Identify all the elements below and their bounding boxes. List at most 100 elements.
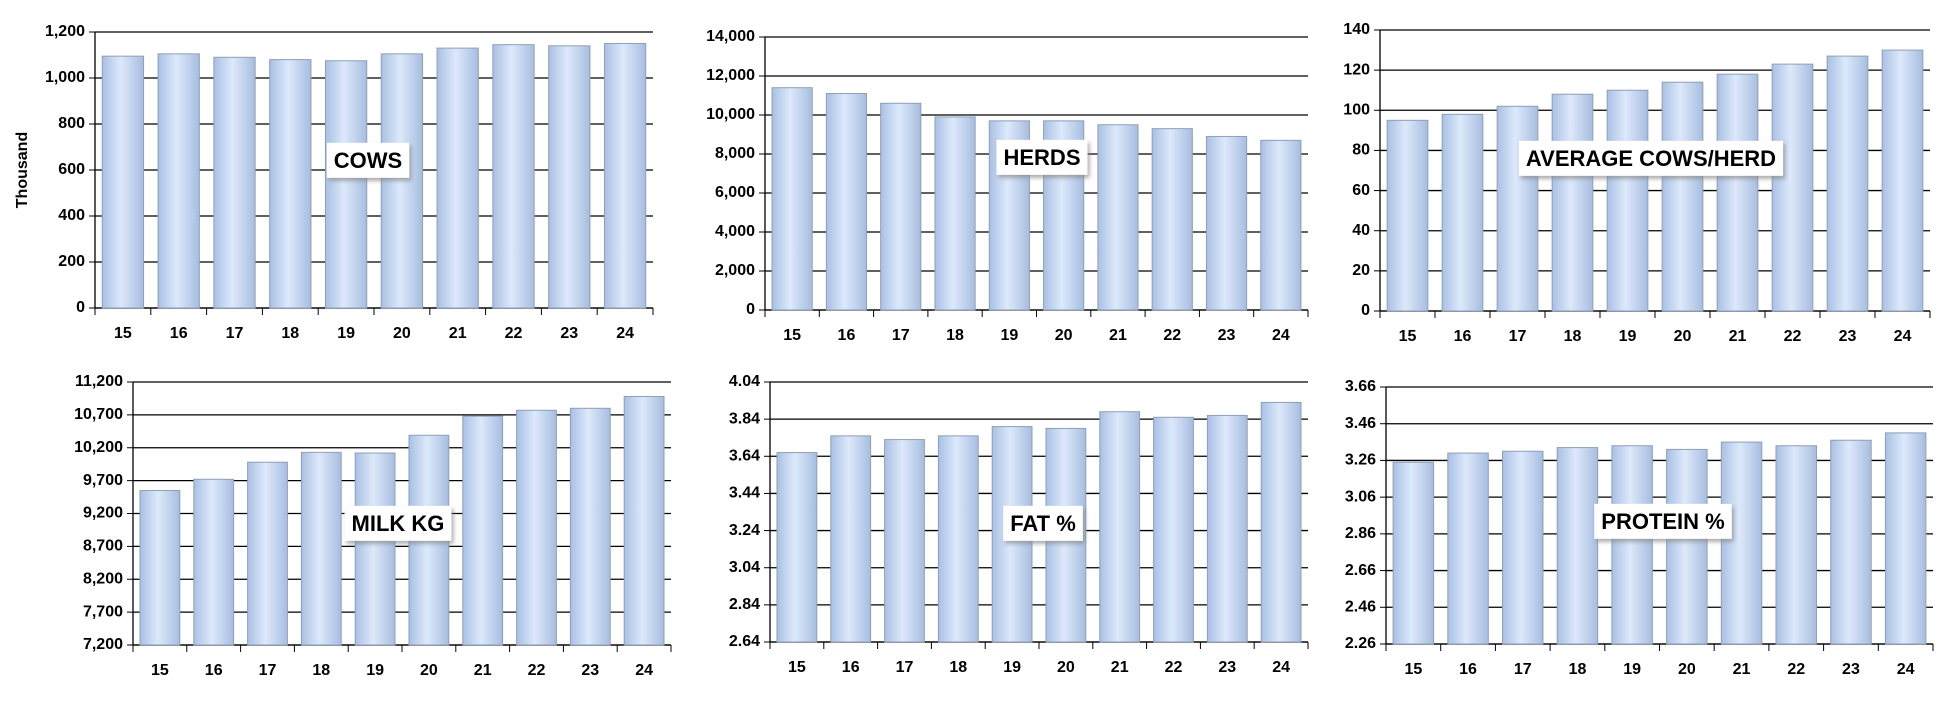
bar (436, 47, 479, 309)
y-tick-label: 0 (1361, 302, 1370, 319)
bar (1205, 135, 1248, 311)
y-tick-label: 3.84 (729, 410, 760, 427)
bar (1881, 49, 1924, 312)
x-tick-label: 16 (838, 327, 856, 344)
x-tick-label: 15 (1404, 661, 1422, 678)
x-tick-label: 17 (1514, 661, 1532, 678)
bar (1551, 93, 1594, 312)
x-tick-label: 20 (1674, 328, 1692, 345)
bar (462, 415, 504, 646)
x-tick-label: 19 (366, 662, 384, 679)
bar (213, 56, 256, 309)
x-tick-label: 15 (783, 327, 801, 344)
bar (300, 451, 342, 646)
bar (1606, 89, 1649, 312)
y-tick-label: 4.04 (729, 373, 760, 390)
y-tick-label: 10,700 (74, 406, 123, 423)
y-tick-label: 40 (1352, 222, 1370, 239)
y-tick-label: 3.44 (729, 485, 760, 502)
x-tick-label: 17 (259, 662, 277, 679)
y-tick-label: 7,200 (83, 636, 123, 653)
x-tick-label: 24 (1894, 328, 1912, 345)
bar (1611, 445, 1653, 645)
y-tick-label: 3.66 (1345, 378, 1376, 395)
bar (1206, 414, 1248, 643)
bar (1771, 63, 1814, 312)
x-tick-label: 23 (1218, 327, 1236, 344)
y-tick-label: 1,200 (45, 23, 85, 40)
bar (1392, 461, 1435, 645)
bar (269, 59, 312, 309)
y-tick-label: 8,000 (715, 145, 755, 162)
x-tick-label: 16 (205, 662, 223, 679)
title-box: PROTEIN % (1594, 503, 1732, 539)
x-tick-label: 22 (505, 325, 523, 342)
y-tick-label: 8,200 (83, 570, 123, 587)
y-tick-label: 100 (1343, 102, 1370, 119)
bar (776, 452, 818, 643)
y-tick-label: 12,000 (706, 67, 755, 84)
x-tick-label: 15 (1399, 328, 1417, 345)
x-tick-label: 22 (528, 662, 546, 679)
x-tick-label: 23 (1839, 328, 1857, 345)
y-tick-label: 2,000 (715, 262, 755, 279)
y-tick-label: 4,000 (715, 223, 755, 240)
bar (354, 452, 396, 646)
x-tick-label: 18 (949, 659, 967, 676)
x-tick-label: 17 (226, 325, 244, 342)
y-tick-label: 600 (58, 161, 85, 178)
x-tick-label: 18 (312, 662, 330, 679)
y-tick-label: 2.86 (1345, 525, 1376, 542)
x-tick-label: 21 (449, 325, 467, 342)
bar (1260, 139, 1302, 311)
chart-title: PROTEIN % (1601, 509, 1724, 534)
title-background (326, 142, 410, 178)
title-box: FAT % (1003, 505, 1083, 541)
bar (1661, 81, 1704, 312)
title-box: COWS (326, 142, 410, 178)
bar (548, 45, 591, 309)
y-tick-label: 9,200 (83, 505, 123, 522)
bar (623, 395, 665, 646)
bar (139, 489, 181, 646)
x-tick-label: 16 (1454, 328, 1472, 345)
x-tick-label: 20 (1678, 661, 1696, 678)
x-tick-label: 18 (1569, 661, 1587, 678)
bar (1151, 128, 1193, 311)
y-tick-label: 2.46 (1345, 599, 1376, 616)
chart-title: COWS (334, 148, 402, 173)
bar (324, 60, 368, 309)
y-tick-label: 800 (58, 115, 85, 132)
y-tick-label: 14,000 (706, 28, 755, 45)
bar (934, 116, 976, 311)
x-tick-label: 21 (1729, 328, 1747, 345)
bar (1775, 445, 1817, 645)
x-tick-label: 18 (281, 325, 299, 342)
title-box: HERDS (996, 139, 1088, 175)
y-tick-label: 3.04 (729, 559, 760, 576)
y-tick-label: 3.26 (1345, 452, 1376, 469)
x-tick-label: 24 (635, 662, 653, 679)
y-tick-label: 11,200 (75, 373, 123, 390)
y-tick-label: 0 (746, 301, 755, 318)
x-tick-label: 22 (1163, 327, 1181, 344)
bar (937, 435, 979, 643)
y-tick-label: 10,000 (706, 106, 755, 123)
x-tick-label: 24 (616, 325, 634, 342)
bar (1447, 452, 1489, 645)
title-background (996, 139, 1088, 175)
bar (1260, 401, 1302, 643)
x-tick-label: 20 (1057, 659, 1075, 676)
y-tick-label: 2.26 (1345, 635, 1376, 652)
y-tick-label: 2.64 (729, 633, 760, 650)
x-tick-label: 20 (1055, 327, 1073, 344)
bar (1496, 105, 1539, 312)
x-tick-label: 19 (1623, 661, 1641, 678)
bar (1153, 416, 1194, 643)
x-tick-label: 15 (788, 659, 806, 676)
bar (193, 478, 235, 646)
x-tick-label: 21 (1109, 327, 1127, 344)
x-tick-label: 24 (1897, 661, 1915, 678)
x-tick-label: 23 (1842, 661, 1860, 678)
